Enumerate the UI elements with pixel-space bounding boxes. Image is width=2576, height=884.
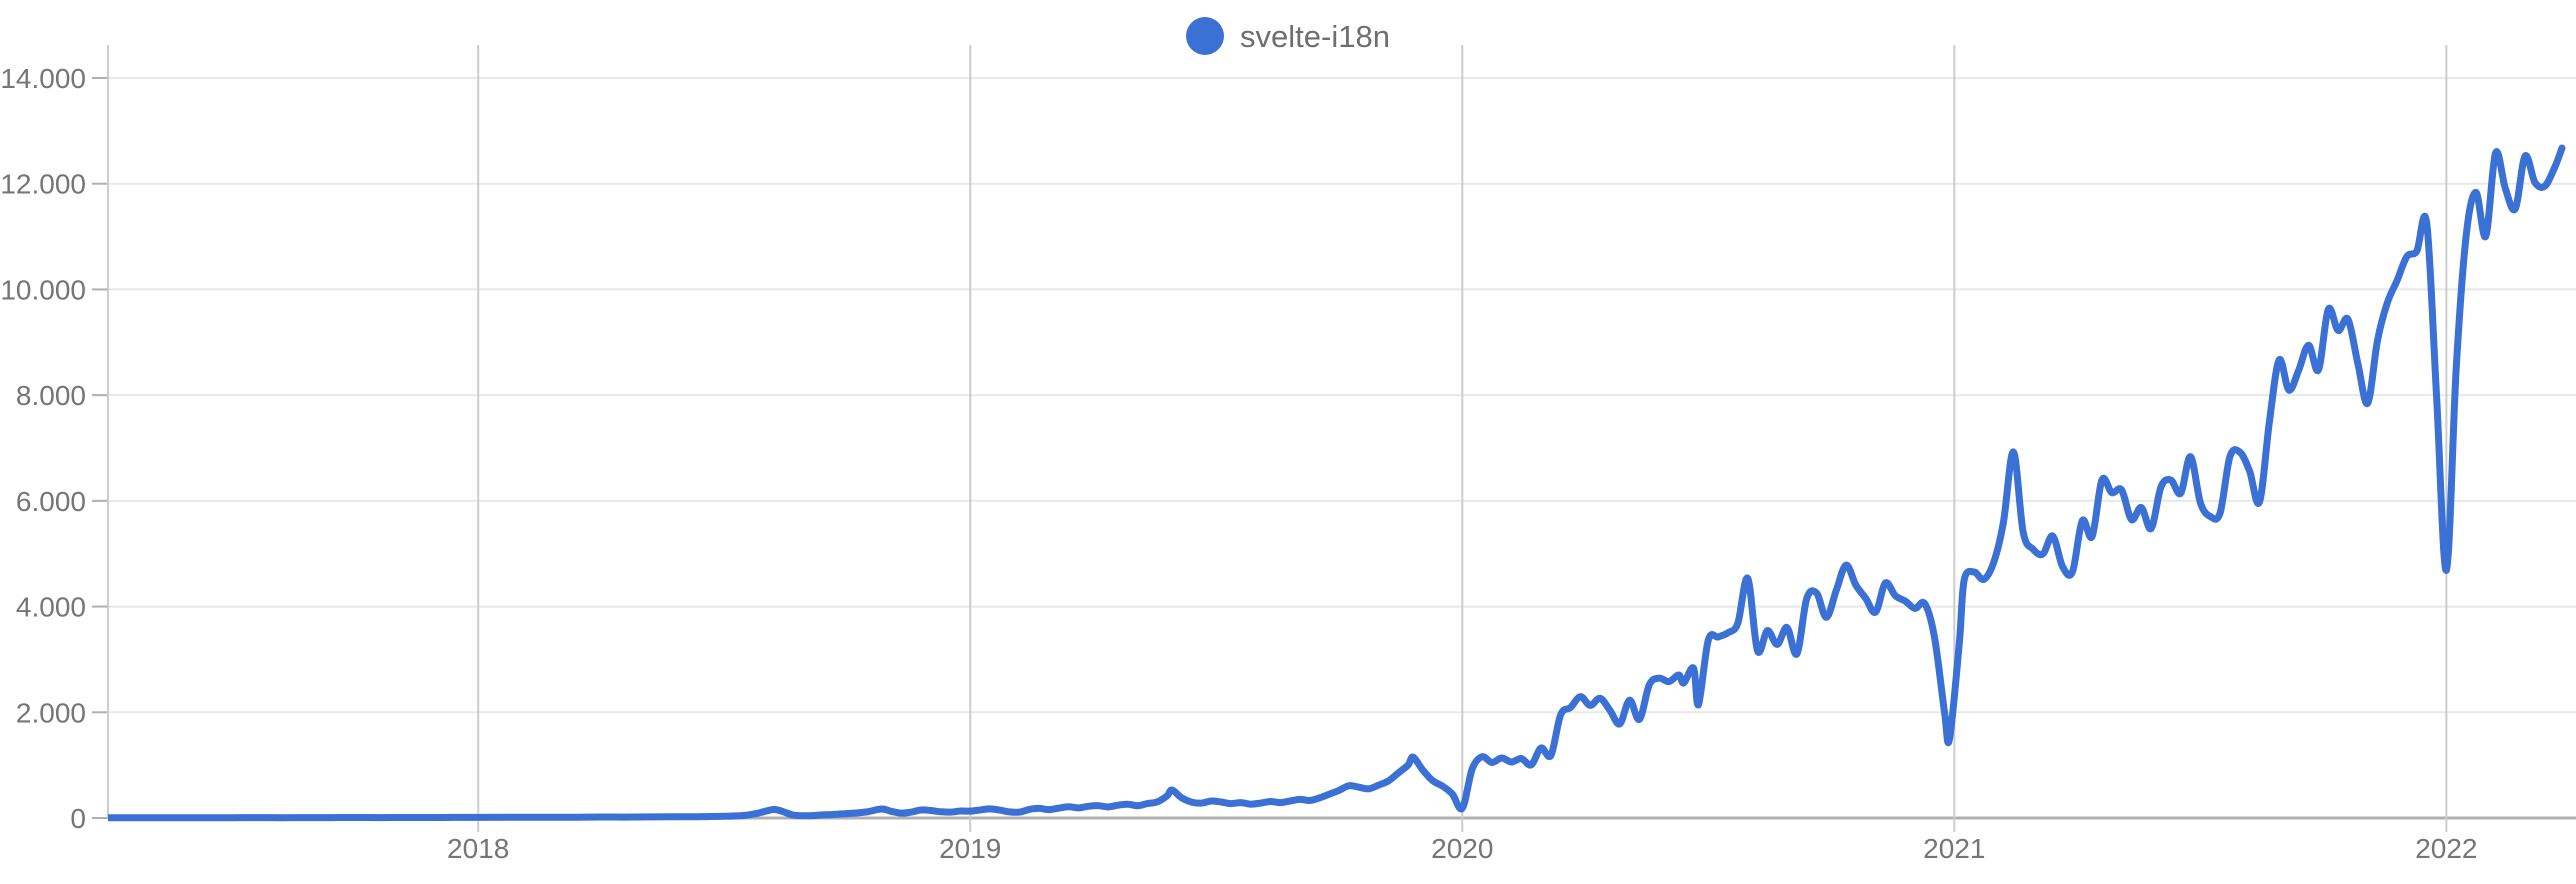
legend-item-svelte-i18n[interactable]: svelte-i18n [1186, 17, 1390, 55]
x-axis-label: 2021 [1923, 833, 1985, 864]
x-axis-label: 2019 [939, 833, 1001, 864]
y-axis-label: 0 [70, 803, 86, 834]
series-color-dot-icon [1186, 17, 1225, 55]
y-axis-label: 14.000 [0, 63, 86, 94]
x-axis-label: 2020 [1431, 833, 1493, 864]
y-axis-label: 6.000 [16, 486, 86, 517]
y-axis-label: 10.000 [0, 274, 86, 305]
y-axis-label: 12.000 [0, 169, 86, 200]
legend-label: svelte-i18n [1240, 18, 1390, 54]
y-axis-label: 8.000 [16, 380, 86, 411]
chart-legend: svelte-i18n [0, 8, 2576, 64]
downloads-series-line [108, 144, 2566, 822]
y-axis-label: 4.000 [16, 592, 86, 623]
x-axis-label: 2022 [2415, 833, 2477, 864]
x-axis-label: 2018 [447, 833, 509, 864]
y-axis-label: 2.000 [16, 697, 86, 728]
